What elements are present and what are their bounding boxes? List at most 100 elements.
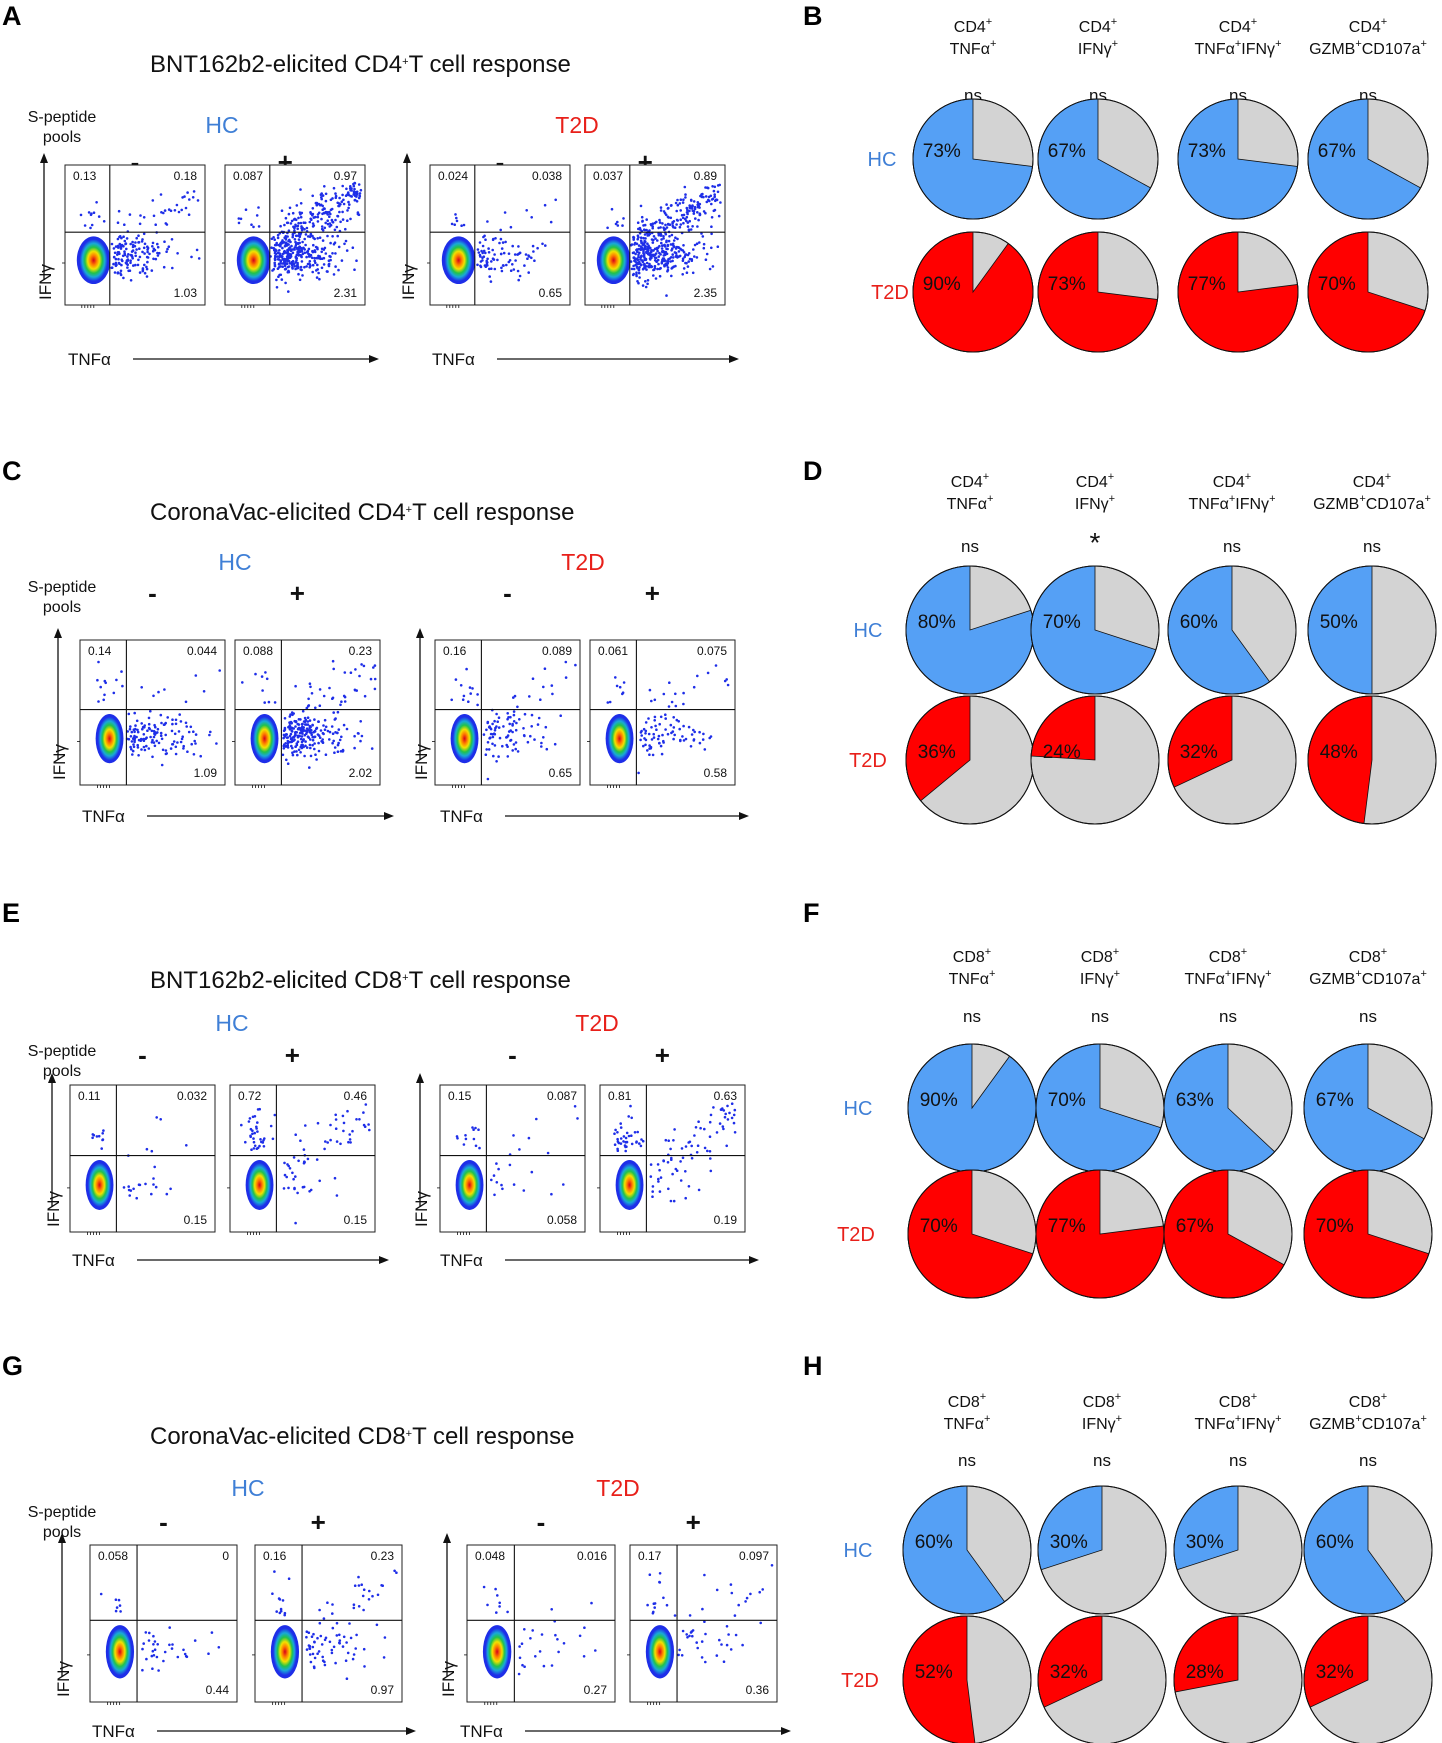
event-dot (352, 1603, 356, 1606)
event-dot (543, 667, 547, 670)
column-header-line1: CD8+ (1209, 946, 1247, 966)
event-dot (162, 1659, 165, 1663)
pie-hc: 80% (905, 565, 1035, 695)
quadrant-value-q1: 0.048 (475, 1549, 505, 1563)
event-dot (518, 1645, 521, 1648)
event-dot (644, 721, 648, 724)
event-dot (342, 1129, 345, 1133)
event-dot (693, 243, 697, 247)
event-dot (132, 1187, 135, 1191)
pie-percent-label: 70% (1316, 1216, 1354, 1237)
event-dot (183, 195, 186, 198)
event-dot (308, 263, 312, 266)
event-dot (662, 237, 665, 240)
event-dot (297, 748, 301, 752)
event-dot (322, 1617, 326, 1620)
event-dot (697, 1120, 700, 1123)
event-dot (638, 251, 641, 255)
event-dot (692, 212, 696, 215)
event-dot (450, 222, 454, 226)
event-dot (701, 1607, 704, 1611)
event-dot (144, 1631, 148, 1634)
event-dot (492, 754, 495, 758)
event-dot (720, 1643, 723, 1646)
event-dot (103, 693, 106, 697)
event-dot (341, 193, 344, 197)
pie-percent-label: 77% (1188, 274, 1226, 295)
event-dot (336, 750, 340, 753)
event-dot (276, 236, 280, 240)
event-dot (127, 1188, 131, 1192)
event-dot (646, 248, 649, 252)
superscript: + (402, 972, 408, 984)
event-dot (696, 225, 699, 228)
event-dot (513, 694, 517, 698)
x-axis-label: TNFα (92, 1722, 135, 1741)
event-dot (530, 216, 533, 219)
event-dot (308, 726, 312, 729)
event-dot (360, 734, 364, 738)
x-axis-label: TNFα (460, 1722, 503, 1741)
event-dot (632, 236, 636, 239)
event-dot (652, 1610, 655, 1614)
event-dot (659, 715, 663, 719)
event-dot (151, 245, 154, 248)
event-dot (710, 216, 714, 219)
event-dot (667, 239, 671, 243)
event-dot (306, 723, 310, 726)
event-dot (698, 741, 702, 745)
event-dot (152, 1634, 155, 1638)
event-dot (353, 1584, 357, 1587)
event-dot (497, 716, 501, 719)
event-dot (545, 747, 549, 751)
pie-percent-label: 32% (1316, 1662, 1354, 1683)
event-dot (491, 722, 494, 726)
event-dot (113, 251, 117, 255)
event-dot (311, 723, 314, 727)
event-dot (745, 1596, 749, 1600)
event-dot (582, 1655, 586, 1658)
event-dot (546, 1151, 550, 1155)
event-dot (287, 229, 291, 232)
event-dot (695, 1151, 699, 1154)
event-dot (637, 227, 640, 231)
event-dot (322, 207, 326, 210)
superscript: + (990, 38, 996, 50)
event-dot (353, 191, 357, 195)
event-dot (670, 204, 673, 207)
text-span: CD4 (954, 19, 986, 36)
event-dot (147, 726, 151, 730)
event-dot (338, 1633, 341, 1637)
event-dot (294, 684, 297, 688)
flow-plot: 0.13 0.181.03 (62, 164, 206, 308)
event-dot (275, 241, 279, 245)
event-dot (542, 1664, 546, 1668)
event-dot (283, 249, 286, 253)
event-dot (550, 1608, 553, 1611)
event-dot (636, 250, 639, 254)
event-dot (305, 729, 309, 733)
event-dot (328, 210, 331, 214)
event-dot (359, 188, 363, 192)
event-dot (290, 744, 293, 748)
flow-plot: 0.088 0.232.02 (232, 639, 381, 788)
event-dot (485, 748, 489, 751)
event-dot (323, 185, 326, 188)
column-header-line1: CD8+ (1219, 1391, 1257, 1411)
column-header-line1: CD8+ (1349, 1391, 1387, 1411)
event-dot (667, 705, 671, 708)
event-dot (770, 1564, 774, 1567)
pie-percent-label: 48% (1320, 742, 1358, 763)
event-dot (644, 237, 647, 240)
arrow-head (729, 355, 739, 363)
event-dot (237, 221, 241, 225)
event-dot (525, 209, 528, 212)
event-dot (296, 735, 300, 739)
event-dot (486, 741, 490, 744)
superscript: + (1355, 1413, 1361, 1425)
event-dot (128, 1194, 131, 1197)
event-dot (517, 245, 520, 248)
event-dot (152, 1654, 156, 1657)
event-dot (280, 209, 284, 212)
event-dot (303, 251, 307, 255)
